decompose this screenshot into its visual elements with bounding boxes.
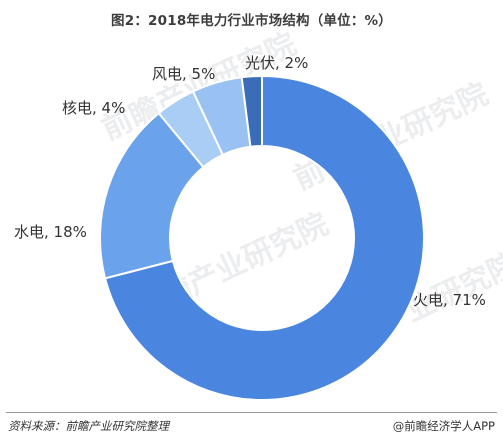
chart-title: 图2：2018年电力行业市场结构（单位：%） [111,13,392,29]
slice-labels: 火电, 71% 水电, 18% 核电, 4% 风电, 5% 光伏, 2% [14,54,486,309]
slice-label-nuclear: 核电, 4% [62,99,125,117]
slice-solar [240,74,263,148]
credit-note: @前瞻经济学人APP [392,419,495,433]
source-note: 资料来源：前瞻产业研究院整理 [8,419,169,433]
slice-thermal [103,74,425,401]
slice-label-thermal: 火电, 71% [413,291,486,309]
slice-label-hydro: 水电, 18% [14,223,87,241]
donut-slices [99,74,425,401]
footer-divider [6,412,497,413]
slice-label-wind: 风电, 5% [152,65,215,83]
slice-label-solar: 光伏, 2% [245,54,308,72]
donut-chart: 前瞻产业研究院 前瞻产业研究院 前瞻产业研究院 前瞻产业研究院 火电, 71% … [14,27,503,401]
